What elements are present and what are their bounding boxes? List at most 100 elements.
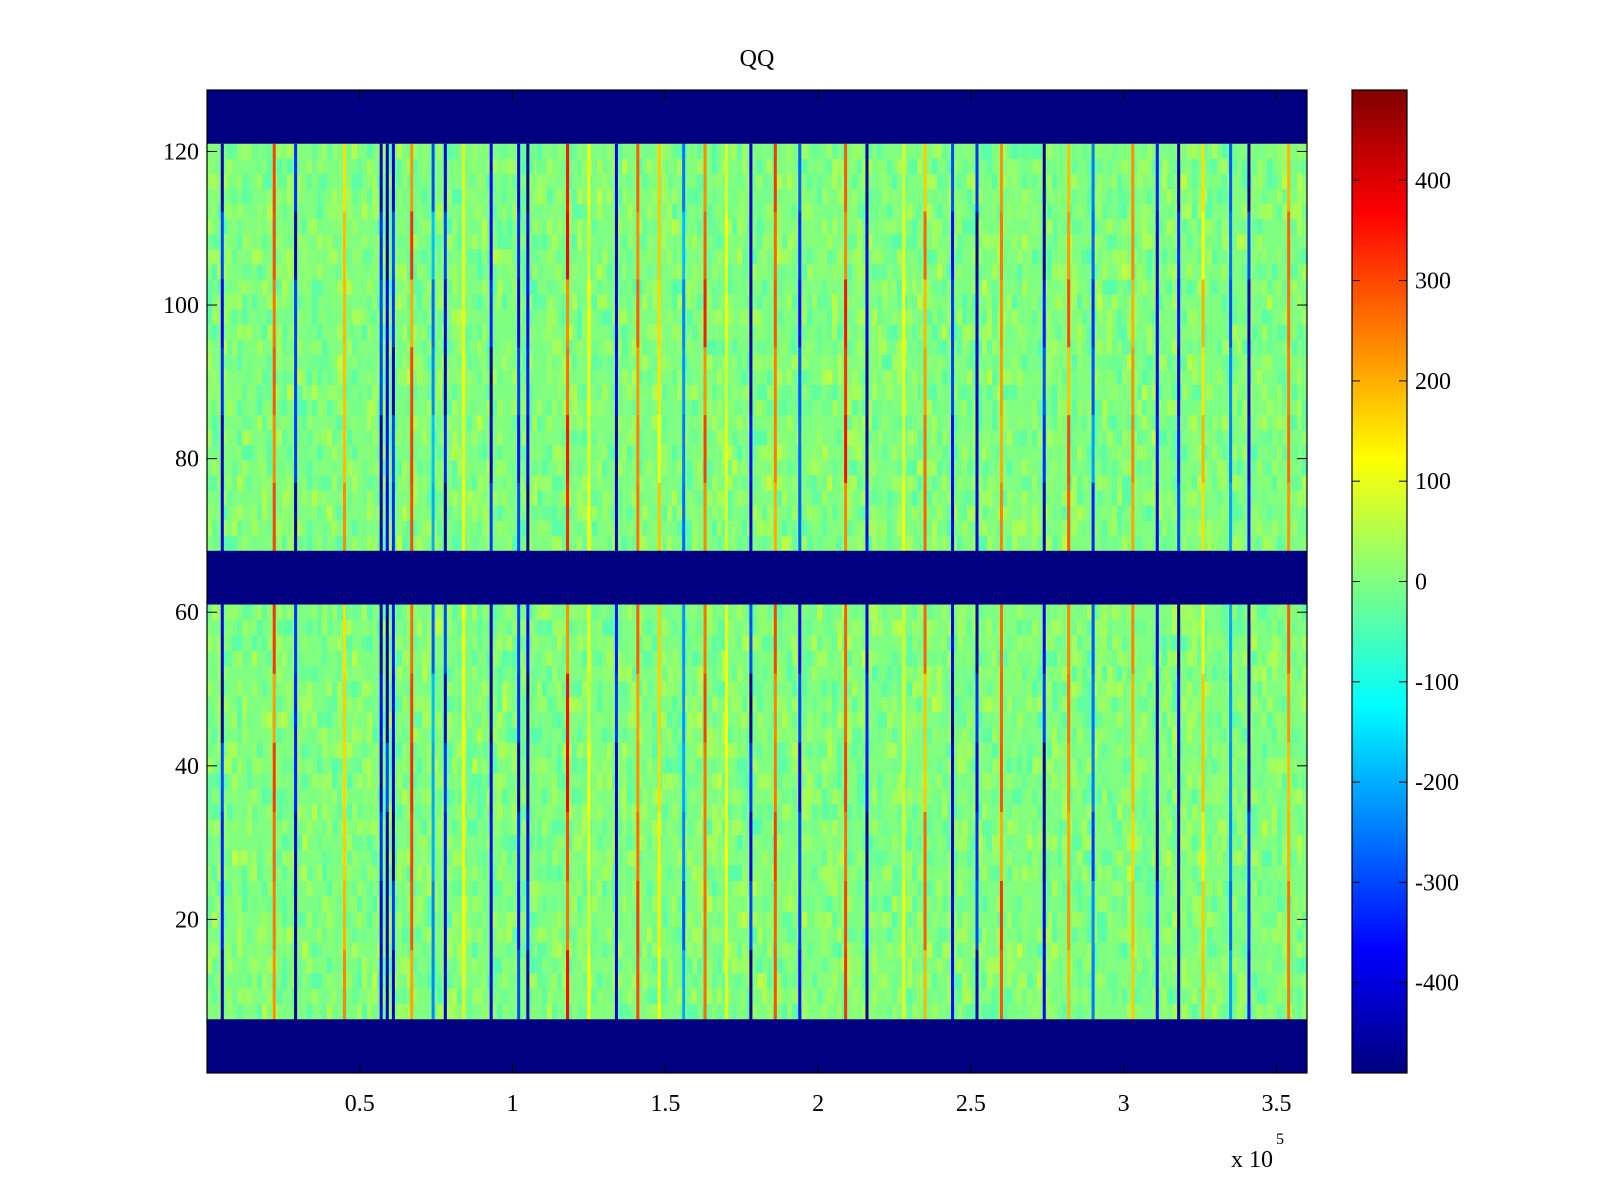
heatmap-cell	[967, 619, 973, 636]
heatmap-cell	[667, 665, 673, 682]
heatmap-cell	[697, 604, 703, 621]
heatmap-cell	[377, 249, 383, 265]
heatmap-cell	[1212, 788, 1218, 805]
heatmap-cell	[827, 650, 833, 667]
heatmap-cell	[707, 773, 713, 790]
heatmap-cell	[1007, 804, 1013, 820]
heatmap-cell	[1222, 1003, 1228, 1020]
heatmap-cell	[1032, 758, 1038, 774]
heatmap-cell	[1207, 249, 1213, 265]
heatmap-cell	[782, 758, 788, 774]
heatmap-cell	[732, 650, 738, 667]
heatmap-cell	[322, 988, 328, 1005]
heatmap-cell	[1202, 143, 1208, 160]
heatmap-cell	[787, 927, 793, 943]
heatmap-cell	[532, 911, 538, 928]
heatmap-cell	[287, 604, 293, 621]
heatmap-cell	[1242, 604, 1248, 621]
heatmap-cell	[857, 850, 863, 866]
heatmap-cell	[1187, 773, 1193, 790]
heatmap-cell	[1082, 665, 1088, 682]
heatmap-cell	[622, 158, 628, 175]
heatmap-cell	[332, 742, 338, 759]
heatmap-cell	[377, 973, 383, 989]
heatmap-cell	[1147, 681, 1153, 697]
heatmap-cell	[387, 804, 393, 820]
heatmap-cell	[757, 834, 763, 851]
heatmap-cell	[847, 650, 853, 667]
heatmap-cell	[317, 773, 323, 790]
heatmap-cell	[602, 173, 608, 190]
heatmap-cell	[377, 143, 383, 160]
heatmap-cell	[302, 742, 308, 759]
heatmap-cell	[597, 911, 603, 928]
heatmap-cell	[827, 834, 833, 851]
heatmap-cell	[437, 219, 443, 235]
heatmap-cell	[1237, 696, 1243, 713]
heatmap-cell	[477, 712, 483, 728]
heatmap-cell	[1007, 742, 1013, 759]
heatmap-cell	[767, 896, 773, 913]
heatmap-cell	[337, 957, 343, 974]
heatmap-cell	[737, 865, 743, 882]
heatmap-cell	[232, 942, 238, 959]
heatmap-cell	[332, 219, 338, 235]
heatmap-cell	[957, 712, 963, 728]
heatmap-cell	[582, 696, 588, 713]
heatmap-cell	[372, 788, 378, 805]
heatmap-cell	[1187, 650, 1193, 667]
heatmap-cell	[1212, 881, 1218, 897]
heatmap-cell	[807, 973, 813, 989]
heatmap-cell	[1017, 650, 1023, 667]
heatmap-cell	[567, 619, 573, 636]
heatmap-cell	[692, 988, 698, 1005]
heatmap-cell	[322, 650, 328, 667]
heatmap-cell	[527, 696, 533, 713]
heatmap-cell	[627, 681, 633, 697]
heatmap-cell	[1157, 973, 1163, 989]
heatmap-cell	[1007, 834, 1013, 851]
heatmap-cell	[752, 635, 758, 651]
heatmap-cell	[617, 896, 623, 913]
heatmap-cell	[987, 712, 993, 728]
heatmap-cell	[882, 234, 888, 250]
heatmap-cell	[1162, 988, 1168, 1005]
heatmap-cell	[307, 681, 313, 697]
heatmap-cell	[757, 604, 763, 621]
heatmap-cell	[677, 249, 683, 265]
heatmap-cell	[1027, 758, 1033, 774]
heatmap-cell	[837, 957, 843, 974]
heatmap-cell	[672, 896, 678, 913]
heatmap-cell	[1147, 911, 1153, 928]
heatmap-cell	[957, 865, 963, 882]
heatmap-cell	[1072, 727, 1078, 744]
heatmap-cell	[762, 604, 768, 621]
heatmap-cell	[407, 819, 413, 836]
heatmap-cell	[737, 143, 743, 160]
heatmap-cell	[987, 650, 993, 667]
heatmap-cell	[1297, 927, 1303, 943]
heatmap-cell	[917, 865, 923, 882]
heatmap-cell	[1082, 758, 1088, 774]
heatmap-cell	[427, 1003, 433, 1020]
heatmap-cell	[1147, 988, 1153, 1005]
heatmap-cell	[872, 834, 878, 851]
heatmap-cell	[912, 696, 918, 713]
heatmap-cell	[1087, 650, 1093, 667]
heatmap-cell	[422, 696, 428, 713]
heatmap-cell	[947, 865, 953, 882]
heatmap-cell	[432, 973, 438, 989]
heatmap-cell	[1277, 650, 1283, 667]
heatmap-cell	[512, 819, 518, 836]
heatmap-cell	[597, 650, 603, 667]
heatmap-cell	[1007, 973, 1013, 989]
heatmap-cell	[597, 173, 603, 190]
heatmap-cell	[767, 635, 773, 651]
heatmap-cell	[267, 219, 273, 235]
heatmap-cell	[257, 758, 263, 774]
heatmap-cell	[472, 988, 478, 1005]
heatmap-cell	[722, 911, 728, 928]
heatmap-cell	[1012, 988, 1018, 1005]
heatmap-cell	[787, 173, 793, 190]
heatmap-cell	[837, 865, 843, 882]
